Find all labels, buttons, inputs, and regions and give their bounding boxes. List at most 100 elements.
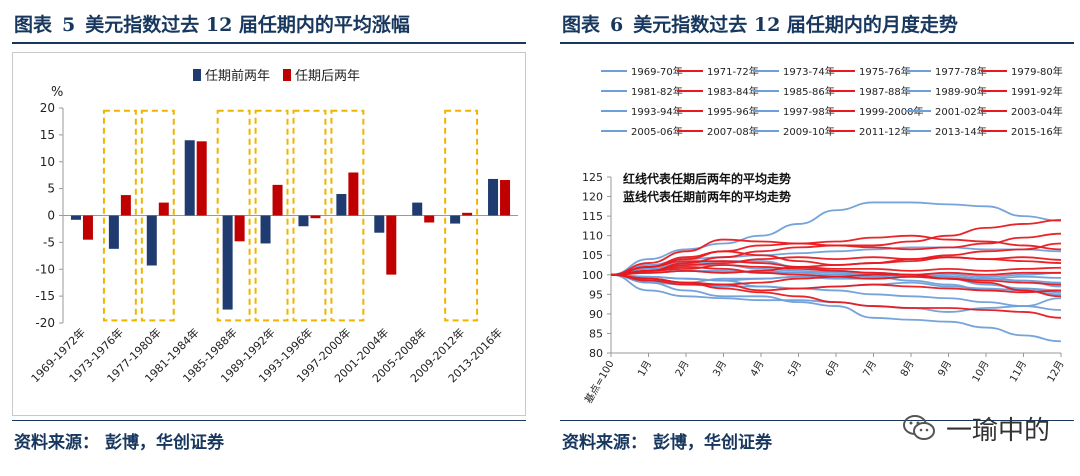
y-tick-label: 0 xyxy=(47,209,55,223)
x-tick-label: 11月 xyxy=(1007,359,1029,385)
source-text: 彭博，华创证券 xyxy=(653,433,772,453)
legend-label: 1989-90年 xyxy=(935,85,987,98)
watermark: 一瑜中的 xyxy=(902,408,1050,448)
figure-5-panel: 图表 5 美元指数过去 12 届任期内的平均涨幅 % -20 -15 -10 -5 0 5 10 1… xyxy=(0,0,532,476)
y-tick-label: 95 xyxy=(589,288,603,301)
legend-label: 1975-76年 xyxy=(859,65,911,78)
y-tick-label: 10 xyxy=(40,155,55,169)
bar xyxy=(412,202,423,216)
y-tick-label: 100 xyxy=(582,269,603,282)
highlight-box xyxy=(330,109,365,322)
line-chart: 1969-70年 1971-72年 1973-74年 1975-76年 1977-78年… xyxy=(582,65,1067,406)
source-rule xyxy=(12,420,526,421)
title-rule xyxy=(12,42,526,44)
y-tick-label: 105 xyxy=(582,249,603,262)
bar-chart: %-20-15-10-5051015201969-1972年1973-1976年… xyxy=(28,68,518,385)
chart-frame: 1969-70年 1971-72年 1973-74年 1975-76年 1977-78年… xyxy=(560,52,1074,416)
legend-label: 2013-14年 xyxy=(935,125,987,138)
legend-label: 1973-74年 xyxy=(783,65,835,78)
x-tick-label: 8月 xyxy=(898,359,917,379)
y-tick-label: -10 xyxy=(35,262,55,276)
series-line xyxy=(610,266,1062,286)
x-tick-label: 9月 xyxy=(936,359,955,379)
source-note: 资料来源： 彭博，华创证券 xyxy=(562,428,778,453)
x-tick-label: 7月 xyxy=(861,359,880,379)
legend-swatch xyxy=(283,69,291,81)
bar xyxy=(336,194,347,216)
y-tick-label: 110 xyxy=(582,230,603,243)
bar xyxy=(82,215,93,240)
source-rule xyxy=(560,420,1074,421)
x-tick-label: 2月 xyxy=(673,359,692,379)
figure-6-panel: 图表 6 美元指数过去 12 届任期内的月度走势 1969-70年 1971-72年 1… xyxy=(548,0,1080,476)
chart-annotation: 蓝线代表任期前两年的平均走势 xyxy=(623,189,791,204)
legend-label: 1971-72年 xyxy=(707,65,759,78)
x-tick-label: 5月 xyxy=(786,359,805,379)
x-tick-label: 12月 xyxy=(1045,359,1067,385)
legend-label: 1997-98年 xyxy=(783,105,835,118)
bar xyxy=(120,195,131,216)
highlight-box xyxy=(216,109,251,322)
bar xyxy=(488,178,499,216)
y-tick-label: -20 xyxy=(35,316,55,330)
legend-label: 2005-06年 xyxy=(631,125,683,138)
source-label: 资料来源： xyxy=(562,433,647,453)
y-tick-label: 85 xyxy=(589,327,603,340)
legend-label: 1995-96年 xyxy=(707,105,759,118)
bar xyxy=(196,141,207,216)
series-line xyxy=(610,264,1062,298)
series-line xyxy=(610,242,1062,276)
legend-label: 1981-82年 xyxy=(631,85,683,98)
y-tick-label: 115 xyxy=(582,210,603,223)
figure-title: 图表 6 美元指数过去 12 届任期内的月度走势 xyxy=(562,10,968,37)
x-tick-label: 1月 xyxy=(636,359,655,379)
highlight-box xyxy=(444,109,479,322)
figure-number: 6 xyxy=(610,14,624,36)
bar xyxy=(272,184,283,216)
bar xyxy=(222,215,233,310)
legend-label: 1977-78年 xyxy=(935,65,987,78)
series-line xyxy=(610,232,1062,276)
legend-label: 1969-70年 xyxy=(631,65,683,78)
bar xyxy=(374,215,385,233)
bar xyxy=(70,215,81,220)
wechat-icon xyxy=(902,415,935,440)
legend-label: 1993-94年 xyxy=(631,105,683,118)
y-tick-label: 80 xyxy=(589,347,603,360)
legend-swatch xyxy=(193,69,201,81)
legend-label: 任期前两年 xyxy=(205,68,270,84)
bar xyxy=(462,212,473,216)
highlight-box xyxy=(292,109,327,322)
chart-annotation: 红线代表任期后两年的平均走势 xyxy=(623,171,791,186)
figure-title: 图表 5 美元指数过去 12 届任期内的平均涨幅 xyxy=(14,10,420,37)
series-line xyxy=(610,273,1062,343)
legend-label: 1987-88年 xyxy=(859,85,911,98)
bar xyxy=(146,215,157,266)
y-tick-label: 120 xyxy=(582,191,603,204)
legend-label: 1991-92年 xyxy=(1011,85,1063,98)
series-line xyxy=(610,266,1062,276)
x-tick-label: 4月 xyxy=(748,359,767,379)
legend-label: 2003-04年 xyxy=(1011,105,1063,118)
y-tick-label: 15 xyxy=(40,128,55,142)
bar xyxy=(108,215,119,249)
figure-number: 5 xyxy=(62,14,76,36)
figure-title-text: 美元指数过去 12 届任期内的月度走势 xyxy=(633,14,958,36)
x-tick-label: 3月 xyxy=(711,359,730,379)
bar xyxy=(386,215,397,275)
chart-frame: % -20 -15 -10 -5 0 5 10 15 20 1969-1972年 1973-1976年… xyxy=(12,52,526,416)
bar xyxy=(310,215,321,219)
x-tick-label: 基点=100 xyxy=(582,358,617,406)
figure-label: 图表 xyxy=(14,14,53,36)
source-label: 资料来源： xyxy=(14,433,99,453)
bar xyxy=(234,215,245,242)
series-line xyxy=(610,201,1062,276)
legend-label: 2001-02年 xyxy=(935,105,987,118)
legend-label: 2007-08年 xyxy=(707,125,759,138)
legend-label: 1985-86年 xyxy=(783,85,835,98)
source-note: 资料来源： 彭博，华创证券 xyxy=(14,428,230,453)
legend-label: 1979-80年 xyxy=(1011,65,1063,78)
legend-label: 2011-12年 xyxy=(859,125,911,138)
title-rule xyxy=(560,42,1074,44)
x-tick-label: 10月 xyxy=(970,359,992,385)
